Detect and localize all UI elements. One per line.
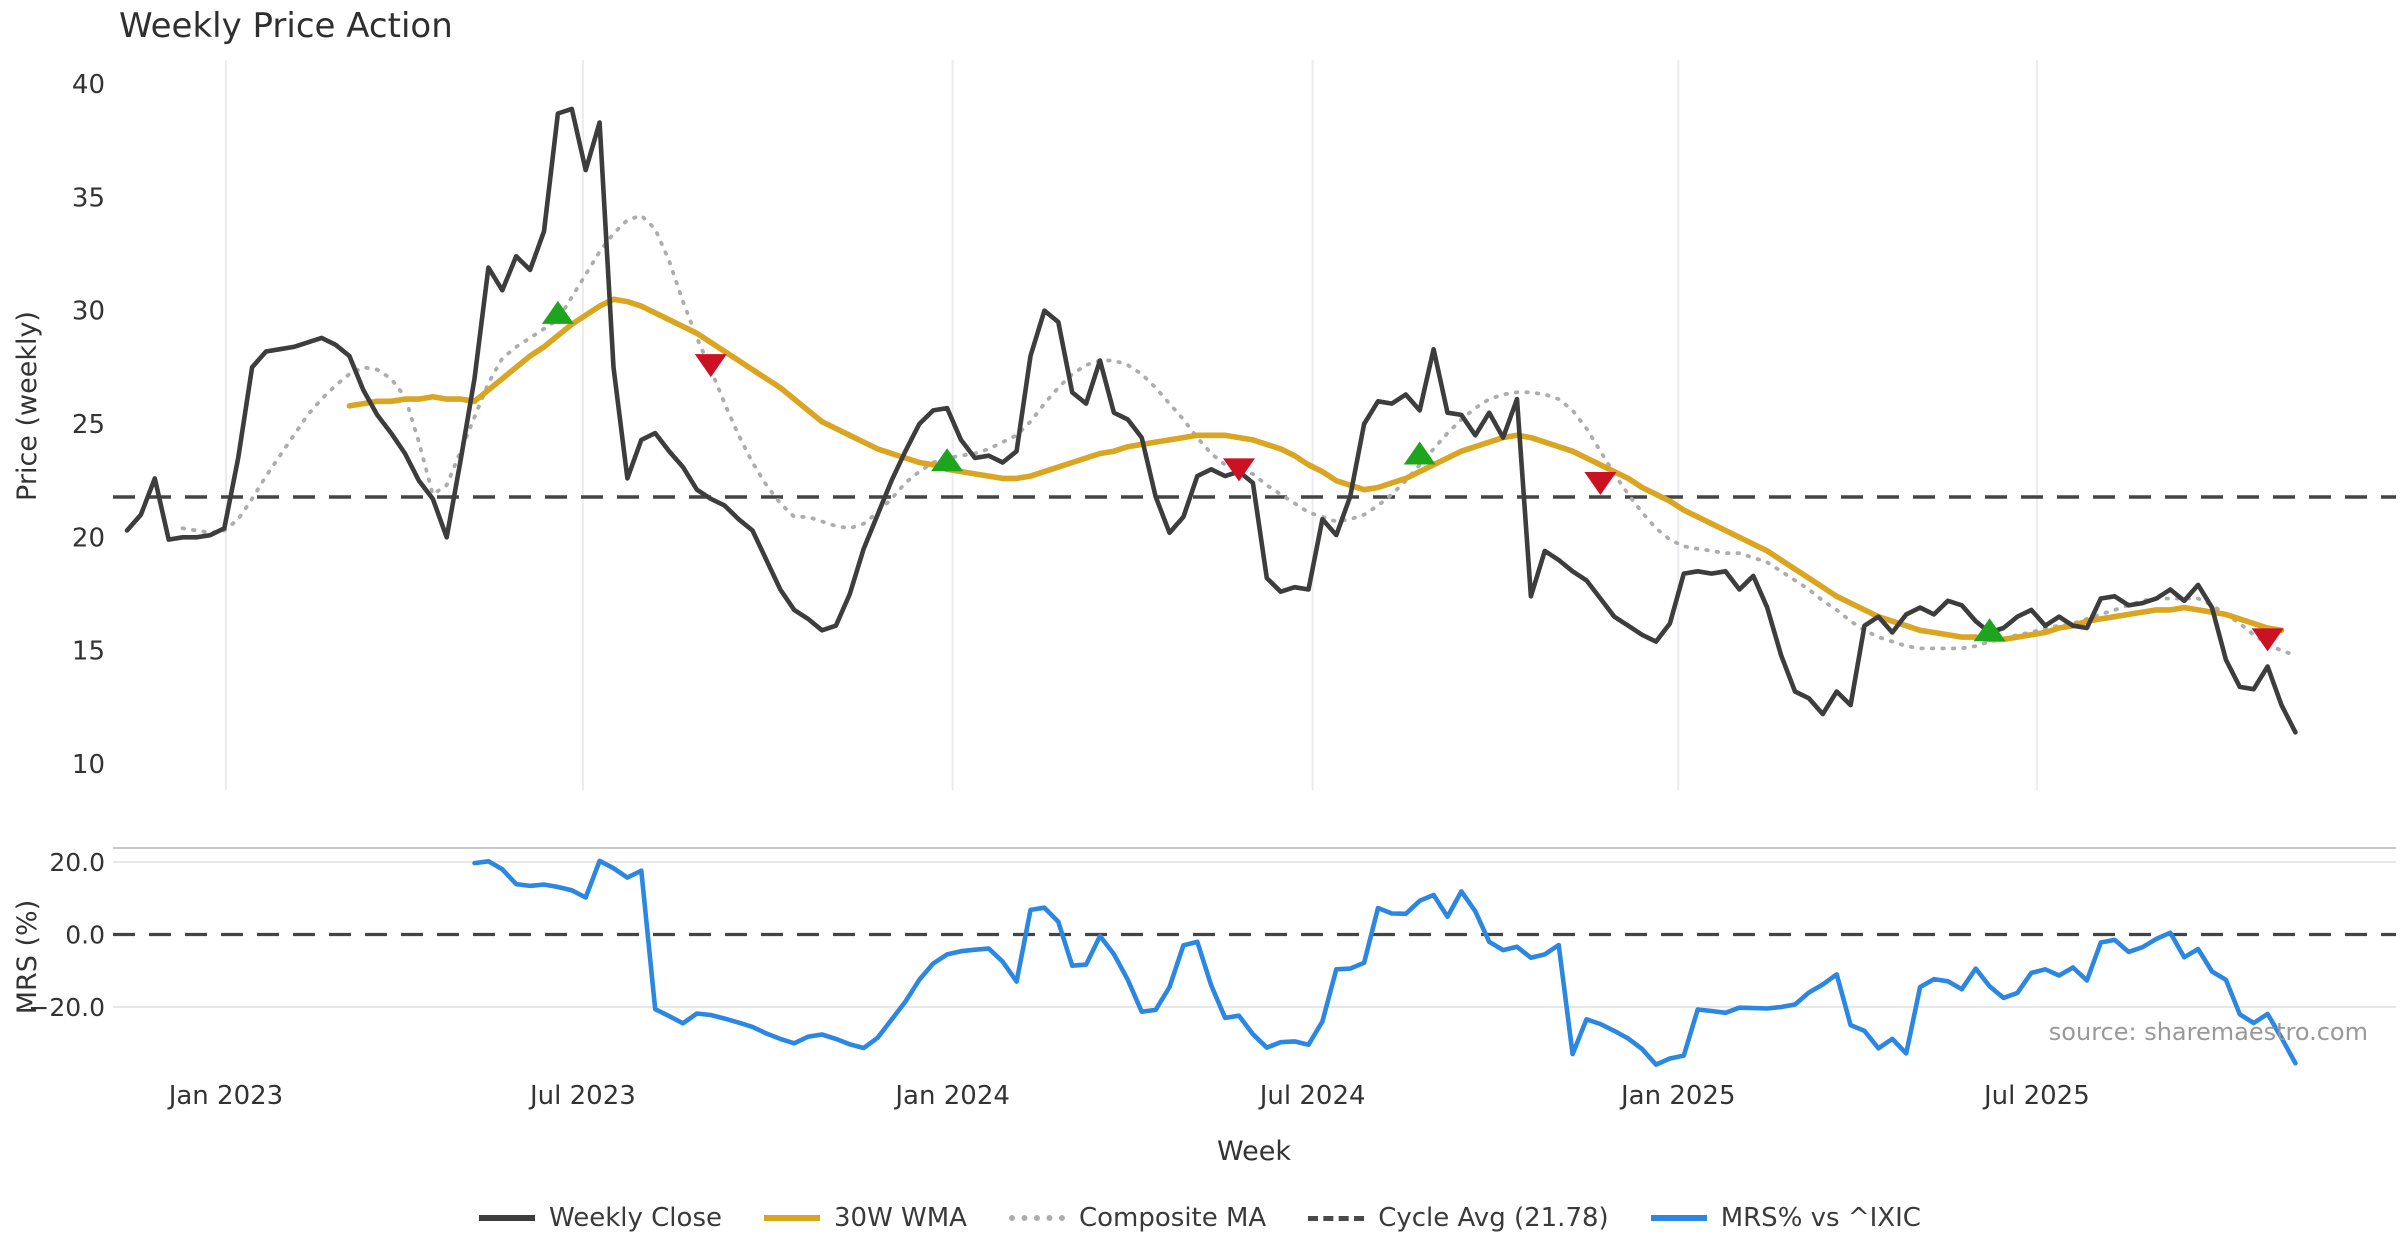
legend-swatch-3	[1308, 1215, 1365, 1221]
wma30-line	[346, 296, 2285, 643]
buy-marker	[1973, 618, 2006, 642]
mrs-ytick-20: 20.0	[49, 848, 105, 877]
legend-item-0: Weekly Close	[479, 1203, 722, 1233]
legend-item-4: MRS% vs ^IXIC	[1650, 1203, 1921, 1233]
price-ytick-35: 35	[72, 183, 105, 213]
legend: Weekly Close 30W WMA Composite MA Cycle Avg…	[0, 1203, 2400, 1233]
price-ytick-25: 25	[72, 410, 105, 440]
buy-marker	[931, 448, 964, 472]
buy-marker	[1403, 441, 1436, 465]
weekly-close-line	[124, 106, 2298, 735]
xtick-jul-2023: Jul 2023	[528, 1081, 636, 1111]
composite-ma-line	[180, 213, 2298, 658]
price-ytick-30: 30	[72, 297, 105, 327]
legend-label-4: MRS% vs ^IXIC	[1720, 1203, 1921, 1233]
xtick-jan-2024: Jan 2024	[893, 1081, 1010, 1111]
price-axis-title: Price (weekly)	[12, 311, 43, 501]
legend-item-1: 30W WMA	[763, 1203, 967, 1233]
legend-item-3: Cycle Avg (21.78)	[1308, 1203, 1609, 1233]
legend-label-1: 30W WMA	[833, 1203, 967, 1233]
sell-marker	[694, 354, 727, 378]
xtick-jan-2025: Jan 2025	[1619, 1081, 1736, 1111]
buy-marker	[541, 300, 574, 324]
mrs-ytick--20: −20.0	[28, 993, 105, 1022]
legend-swatch-2	[1008, 1215, 1065, 1221]
mrs-line	[472, 858, 2298, 1067]
legend-swatch-0	[479, 1215, 536, 1221]
sell-marker	[1223, 458, 1255, 482]
source-watermark: source: sharemaestro.com	[2048, 1018, 2368, 1046]
legend-label-3: Cycle Avg (21.78)	[1378, 1203, 1609, 1233]
sell-marker	[1584, 471, 1617, 495]
xtick-jan-2023: Jan 2023	[167, 1081, 284, 1111]
legend-swatch-1	[763, 1215, 820, 1221]
price-ytick-40: 40	[72, 70, 105, 100]
price-ytick-20: 20	[72, 523, 105, 553]
legend-item-2: Composite MA	[1008, 1203, 1267, 1233]
xtick-jul-2025: Jul 2025	[1982, 1081, 2090, 1111]
price-ytick-10: 10	[72, 750, 105, 780]
legend-swatch-4	[1650, 1215, 1707, 1221]
chart-title: Weekly Price Action	[119, 6, 453, 46]
mrs-ytick-0: 0.0	[65, 921, 105, 950]
xtick-jul-2024: Jul 2024	[1258, 1081, 1366, 1111]
legend-label-0: Weekly Close	[549, 1203, 722, 1233]
legend-label-2: Composite MA	[1078, 1203, 1267, 1233]
mrs-axis-title: MRS (%)	[12, 900, 43, 1015]
price-ytick-15: 15	[72, 637, 105, 667]
sell-marker	[2251, 628, 2284, 652]
x-axis-title: Week	[1217, 1136, 1291, 1167]
